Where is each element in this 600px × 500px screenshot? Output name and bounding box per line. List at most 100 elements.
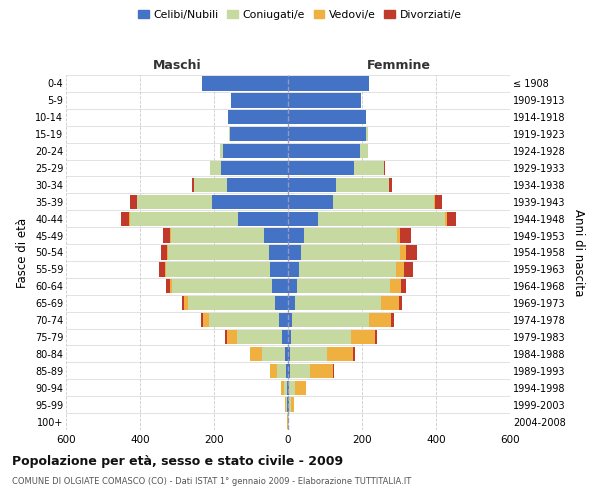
Bar: [333, 364, 334, 378]
Bar: [223, 144, 288, 158]
Bar: [400, 228, 411, 243]
Bar: [288, 178, 336, 192]
Bar: [288, 313, 292, 328]
Bar: [200, 313, 203, 328]
Bar: [353, 346, 355, 361]
Bar: [194, 178, 227, 192]
Bar: [167, 246, 168, 260]
Bar: [299, 262, 396, 276]
Bar: [288, 330, 291, 344]
Bar: [290, 346, 327, 361]
Bar: [225, 330, 227, 344]
Bar: [288, 246, 301, 260]
Bar: [228, 110, 288, 124]
Bar: [290, 398, 294, 412]
Bar: [159, 262, 165, 276]
Bar: [137, 194, 212, 209]
Bar: [286, 398, 287, 412]
Bar: [229, 127, 230, 142]
Bar: [130, 194, 137, 209]
Bar: [172, 279, 272, 293]
Bar: [384, 161, 385, 175]
Bar: [399, 296, 402, 310]
Bar: [262, 346, 285, 361]
Bar: [192, 178, 194, 192]
Bar: [400, 246, 406, 260]
Bar: [210, 161, 221, 175]
Bar: [292, 313, 370, 328]
Bar: [166, 279, 170, 293]
Bar: [291, 330, 351, 344]
Bar: [289, 398, 290, 412]
Bar: [435, 194, 442, 209]
Bar: [227, 178, 288, 192]
Bar: [284, 380, 287, 395]
Bar: [288, 76, 368, 90]
Bar: [165, 262, 166, 276]
Bar: [184, 296, 188, 310]
Bar: [203, 313, 209, 328]
Bar: [375, 330, 377, 344]
Bar: [270, 262, 288, 276]
Bar: [220, 144, 223, 158]
Bar: [171, 228, 264, 243]
Bar: [170, 228, 171, 243]
Bar: [182, 296, 184, 310]
Bar: [232, 93, 288, 108]
Bar: [130, 212, 238, 226]
Bar: [381, 296, 399, 310]
Bar: [354, 161, 384, 175]
Bar: [301, 246, 400, 260]
Bar: [269, 246, 288, 260]
Bar: [391, 279, 401, 293]
Bar: [288, 228, 304, 243]
Bar: [288, 262, 299, 276]
Bar: [288, 296, 295, 310]
Text: Maschi: Maschi: [152, 58, 202, 71]
Bar: [287, 380, 288, 395]
Bar: [319, 212, 445, 226]
Bar: [391, 313, 394, 328]
Bar: [289, 380, 295, 395]
Bar: [161, 246, 167, 260]
Bar: [288, 346, 290, 361]
Bar: [351, 330, 375, 344]
Bar: [275, 296, 288, 310]
Legend: Celibi/Nubili, Coniugati/e, Vedovi/e, Divorziati/e: Celibi/Nubili, Coniugati/e, Vedovi/e, Di…: [134, 6, 466, 24]
Bar: [389, 178, 392, 192]
Bar: [333, 194, 434, 209]
Bar: [288, 194, 333, 209]
Bar: [288, 380, 289, 395]
Bar: [327, 346, 353, 361]
Bar: [406, 246, 417, 260]
Text: Femmine: Femmine: [367, 58, 431, 71]
Bar: [445, 212, 447, 226]
Bar: [221, 161, 288, 175]
Bar: [129, 212, 130, 226]
Bar: [360, 144, 368, 158]
Bar: [227, 330, 238, 344]
Bar: [238, 330, 283, 344]
Bar: [288, 93, 361, 108]
Bar: [285, 398, 286, 412]
Bar: [370, 313, 391, 328]
Bar: [434, 194, 435, 209]
Bar: [288, 127, 367, 142]
Bar: [168, 246, 269, 260]
Bar: [202, 76, 288, 90]
Bar: [288, 398, 289, 412]
Bar: [295, 380, 306, 395]
Bar: [230, 127, 288, 142]
Text: Popolazione per età, sesso e stato civile - 2009: Popolazione per età, sesso e stato civil…: [12, 455, 343, 468]
Y-axis label: Fasce di età: Fasce di età: [16, 218, 29, 288]
Bar: [288, 364, 290, 378]
Bar: [287, 398, 288, 412]
Bar: [367, 127, 368, 142]
Bar: [212, 194, 288, 209]
Bar: [283, 330, 288, 344]
Bar: [404, 262, 413, 276]
Bar: [401, 279, 406, 293]
Bar: [447, 212, 456, 226]
Text: COMUNE DI OLGIATE COMASCO (CO) - Dati ISTAT 1° gennaio 2009 - Elaborazione TUTTI: COMUNE DI OLGIATE COMASCO (CO) - Dati IS…: [12, 478, 411, 486]
Bar: [264, 228, 288, 243]
